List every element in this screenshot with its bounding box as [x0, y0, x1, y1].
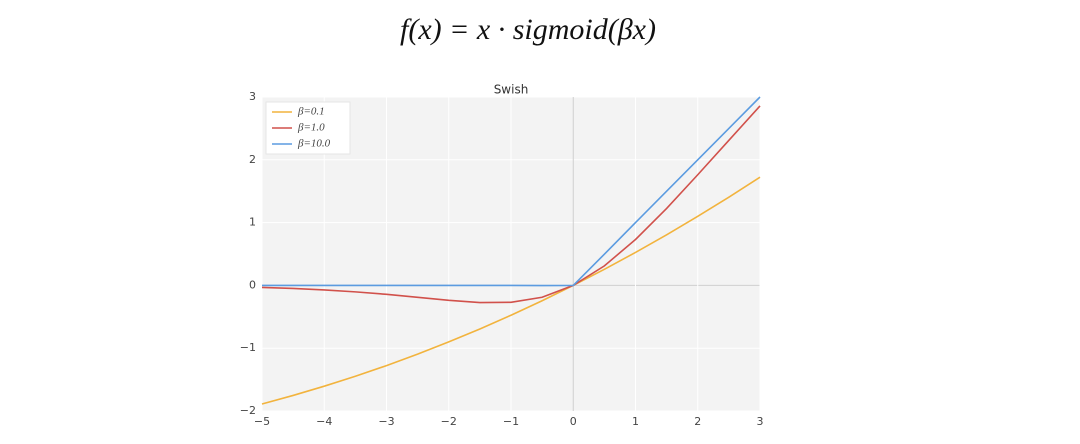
x-tick-label: −3	[378, 415, 394, 428]
x-tick-label: 0	[570, 415, 577, 428]
x-tick-label: −4	[316, 415, 332, 428]
x-tick-label: 3	[757, 415, 764, 428]
y-tick-label: 3	[249, 90, 256, 103]
legend-label: β=0.1	[297, 106, 325, 118]
x-tick-label: −2	[441, 415, 457, 428]
x-tick-label: −5	[254, 415, 270, 428]
y-tick-label: −1	[240, 341, 256, 354]
y-tick-label: −2	[240, 404, 256, 417]
x-tick-label: 1	[632, 415, 639, 428]
legend-label: β=10.0	[297, 138, 331, 150]
series-line	[261, 105, 761, 304]
series-line	[262, 96, 761, 287]
x-tick-label: −1	[503, 415, 519, 428]
y-tick-label: 0	[249, 278, 256, 291]
legend-label: β=1.0	[297, 122, 325, 134]
y-tick-label: 2	[249, 153, 256, 166]
formula: f(x) = x · sigmoid(βx)	[400, 13, 656, 46]
y-tick-label: 1	[249, 216, 256, 229]
series-line	[261, 176, 761, 405]
x-tick-label: 2	[694, 415, 701, 428]
chart-title: Swish	[494, 83, 529, 97]
